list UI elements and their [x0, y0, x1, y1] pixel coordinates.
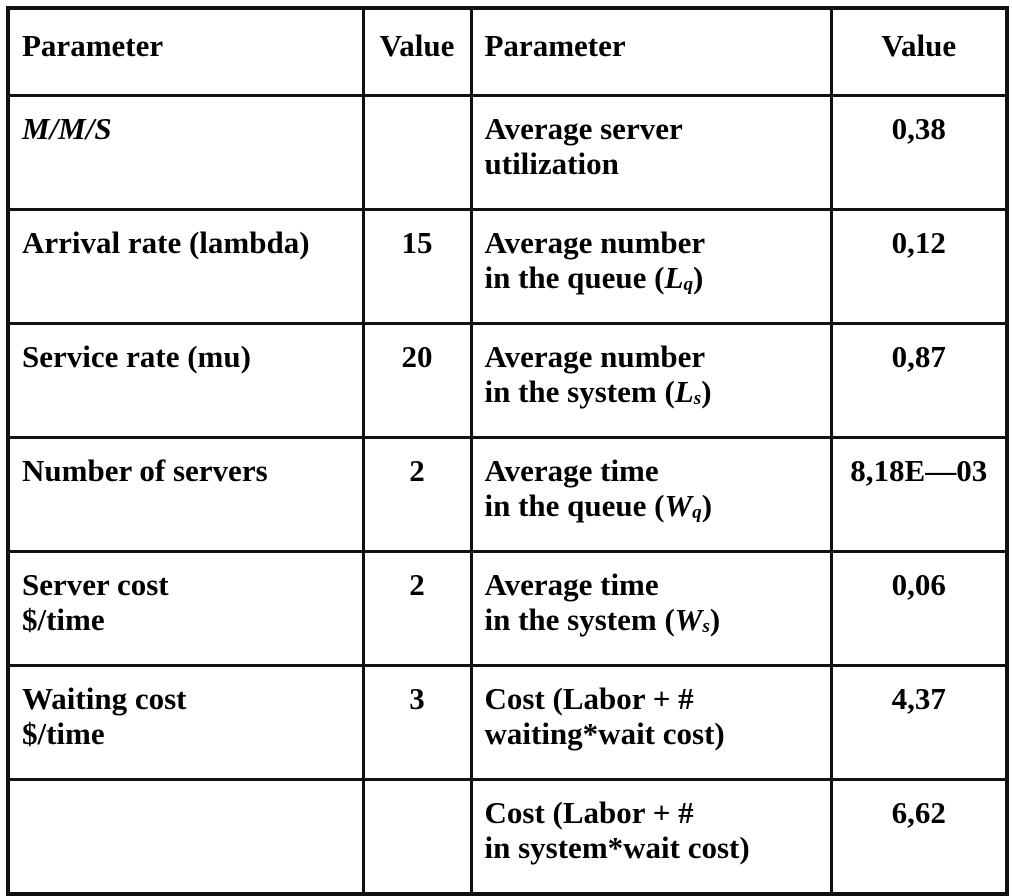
- model-type-text: M/M/S: [22, 111, 112, 146]
- header-parameter-left: Parameter: [6, 6, 365, 97]
- table-row: Waiting cost $/time 3 Cost (Labor + # wa…: [6, 664, 1009, 781]
- row-ls-label: Average number in the system (Ls): [469, 322, 833, 439]
- row-waiting-cost-label: Waiting cost $/time: [6, 664, 365, 781]
- row-service-rate-value: 20: [361, 322, 473, 439]
- wq-label-line1: Average time: [484, 453, 659, 488]
- row-empty-value: [361, 778, 473, 896]
- ws-label-line1: Average time: [484, 567, 659, 602]
- document-page: Parameter Value Parameter Value M/M/S Av…: [6, 6, 1009, 896]
- cost-waiting-line2: waiting*wait cost): [484, 716, 725, 752]
- wq-symbol: Wq: [664, 488, 702, 524]
- row-cost-system-value: 6,62: [829, 778, 1009, 896]
- header-parameter-right: Parameter: [469, 6, 833, 97]
- row-cost-waiting-value: 4,37: [829, 664, 1009, 781]
- wq-label-line2: in the queue (Wq): [484, 488, 713, 524]
- cost-system-line1: Cost (Labor + #: [484, 795, 694, 830]
- row-ls-value: 0,87: [829, 322, 1009, 439]
- row-empty-label: [6, 778, 365, 896]
- waiting-cost-line1: Waiting cost: [22, 681, 187, 716]
- row-servers-value: 2: [361, 436, 473, 553]
- lq-symbol: Lq: [664, 260, 694, 296]
- header-value-left: Value: [361, 6, 473, 97]
- header-value-right: Value: [829, 6, 1009, 97]
- row-server-cost-value: 2: [361, 550, 473, 667]
- table-row: M/M/S Average server utilization 0,38: [6, 94, 1009, 211]
- server-cost-line1: Server cost: [22, 567, 169, 602]
- table-row: Service rate (mu) 20 Average number in t…: [6, 322, 1009, 439]
- row-ws-label: Average time in the system (Ws): [469, 550, 833, 667]
- utilization-label-line2: utilization: [484, 146, 619, 182]
- row-arrival-rate-value: 15: [361, 208, 473, 325]
- cost-waiting-line1: Cost (Labor + #: [484, 681, 694, 716]
- row-service-rate-label: Service rate (mu): [6, 322, 365, 439]
- row-servers-label: Number of servers: [6, 436, 365, 553]
- ls-label-line2: in the system (Ls): [484, 374, 712, 410]
- row-utilization-value: 0,38: [829, 94, 1009, 211]
- row-waiting-cost-value: 3: [361, 664, 473, 781]
- lq-label-line2: in the queue (Lq): [484, 260, 704, 296]
- row-lq-value: 0,12: [829, 208, 1009, 325]
- table-row: Number of servers 2 Average time in the …: [6, 436, 1009, 553]
- row-utilization-label: Average server utilization: [469, 94, 833, 211]
- queue-parameters-table: Parameter Value Parameter Value M/M/S Av…: [6, 6, 1009, 896]
- table-header-row: Parameter Value Parameter Value: [6, 6, 1009, 97]
- utilization-label-line1: Average server: [484, 111, 683, 146]
- table-row: Server cost $/time 2 Average time in the…: [6, 550, 1009, 667]
- table-row: Cost (Labor + # in system*wait cost) 6,6…: [6, 778, 1009, 896]
- ws-label-line2: in the system (Ws): [484, 602, 721, 638]
- lq-label-line1: Average number: [484, 225, 706, 260]
- waiting-cost-line2: $/time: [22, 716, 105, 752]
- row-model-label: M/M/S: [6, 94, 365, 211]
- row-cost-waiting-label: Cost (Labor + # waiting*wait cost): [469, 664, 833, 781]
- ls-label-line1: Average number: [484, 339, 706, 374]
- row-lq-label: Average number in the queue (Lq): [469, 208, 833, 325]
- row-ws-value: 0,06: [829, 550, 1009, 667]
- row-server-cost-label: Server cost $/time: [6, 550, 365, 667]
- row-wq-value: 8,18E—03: [829, 436, 1009, 553]
- cost-system-line2: in system*wait cost): [484, 830, 750, 866]
- row-arrival-rate-label: Arrival rate (lambda): [6, 208, 365, 325]
- row-cost-system-label: Cost (Labor + # in system*wait cost): [469, 778, 833, 896]
- ls-symbol: Ls: [674, 374, 702, 410]
- table-row: Arrival rate (lambda) 15 Average number …: [6, 208, 1009, 325]
- server-cost-line2: $/time: [22, 602, 105, 638]
- row-model-value: [361, 94, 473, 211]
- ws-symbol: Ws: [674, 602, 710, 638]
- row-wq-label: Average time in the queue (Wq): [469, 436, 833, 553]
